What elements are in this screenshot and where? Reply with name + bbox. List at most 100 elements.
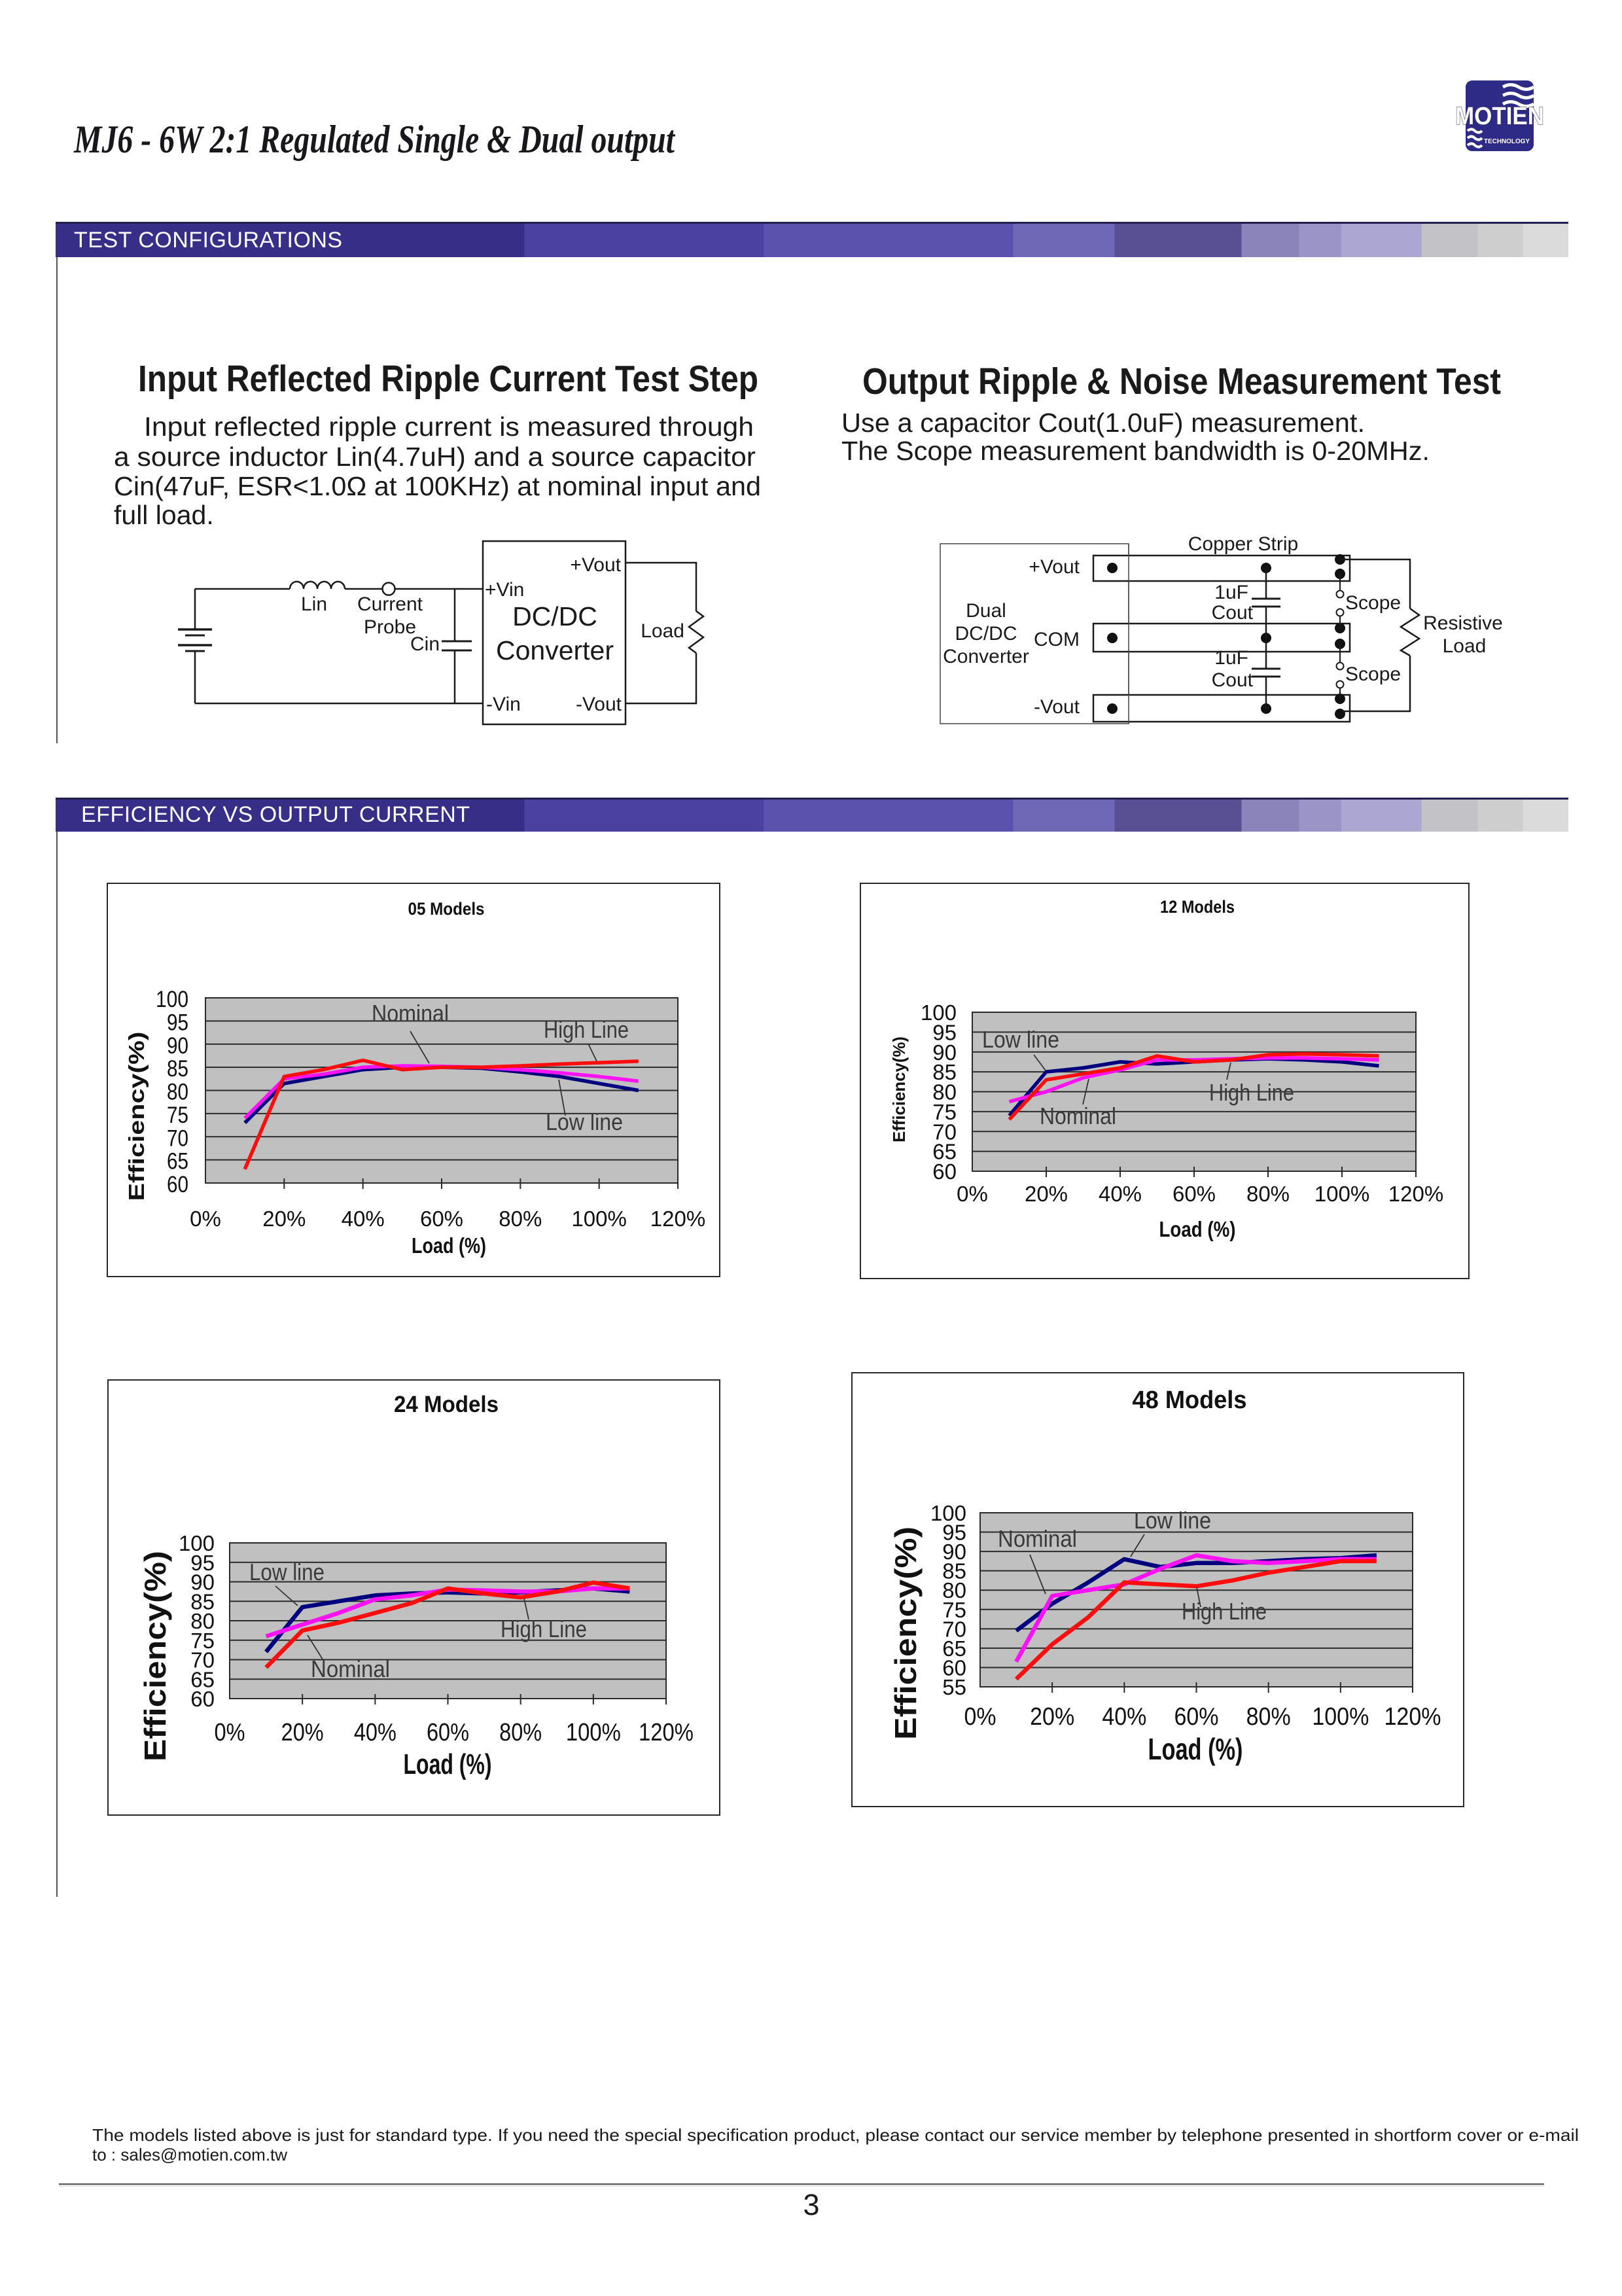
svg-text:40%: 40% (342, 1207, 385, 1231)
svg-text:Use a capacitor Cout(1.0uF) me: Use a capacitor Cout(1.0uF) measurement. (841, 408, 1365, 438)
svg-text:20%: 20% (1030, 1703, 1074, 1731)
svg-text:Low line: Low line (1134, 1507, 1211, 1534)
svg-text:70: 70 (167, 1125, 188, 1151)
svg-text:100: 100 (921, 1000, 957, 1025)
svg-text:1uF: 1uF (1214, 647, 1248, 669)
svg-text:Low line: Low line (546, 1108, 623, 1135)
svg-text:Cin: Cin (410, 633, 440, 655)
svg-text:65: 65 (932, 1140, 957, 1164)
svg-text:Scope: Scope (1345, 592, 1401, 614)
svg-text:full load.: full load. (114, 500, 214, 530)
svg-text:High Line: High Line (1209, 1079, 1294, 1106)
svg-text:Load (%): Load (%) (412, 1233, 486, 1258)
svg-text:85: 85 (942, 1559, 966, 1583)
svg-text:75: 75 (167, 1103, 188, 1128)
svg-text:120%: 120% (1388, 1182, 1443, 1206)
svg-text:Input Reflected Ripple Current: Input Reflected Ripple Current Test Step (138, 358, 758, 400)
svg-text:05 Models: 05 Models (408, 899, 485, 919)
svg-text:60: 60 (190, 1687, 215, 1711)
svg-text:90: 90 (942, 1540, 966, 1564)
svg-text:85: 85 (167, 1056, 188, 1082)
svg-text:0%: 0% (957, 1182, 988, 1206)
svg-text:MJ6 - 6W 2:1 Regulated Single: MJ6 - 6W 2:1 Regulated Single & Dual out… (73, 118, 676, 161)
svg-text:Probe: Probe (364, 616, 416, 638)
svg-text:80%: 80% (499, 1207, 542, 1231)
svg-text:Resistive: Resistive (1423, 612, 1503, 634)
svg-text:70: 70 (190, 1648, 215, 1672)
svg-text:+Vin: +Vin (485, 579, 524, 601)
svg-text:Load (%): Load (%) (1159, 1217, 1236, 1241)
svg-text:70: 70 (932, 1120, 957, 1144)
svg-text:The Scope measurement bandwidt: The Scope measurement bandwidth is 0-20M… (841, 436, 1430, 466)
svg-text:High Line: High Line (1182, 1598, 1267, 1625)
svg-text:+Vout: +Vout (1029, 556, 1080, 578)
svg-text:Low line: Low line (982, 1026, 1059, 1053)
svg-text:70: 70 (942, 1617, 966, 1641)
svg-text:75: 75 (942, 1598, 966, 1622)
svg-text:Efficiency(%): Efficiency(%) (138, 1551, 172, 1761)
svg-text:Scope: Scope (1345, 663, 1401, 685)
svg-text:85: 85 (190, 1589, 215, 1614)
svg-text:Load: Load (641, 620, 684, 642)
svg-text:20%: 20% (1025, 1182, 1068, 1206)
svg-text:Efficiency(%): Efficiency(%) (889, 1036, 909, 1142)
svg-text:The models listed above is jus: The models listed above is just for stan… (92, 2125, 1579, 2145)
svg-text:Cout: Cout (1212, 602, 1254, 624)
svg-text:100%: 100% (566, 1719, 621, 1746)
svg-text:1uF: 1uF (1214, 582, 1248, 603)
svg-text:Load (%): Load (%) (1148, 1732, 1243, 1766)
svg-text:75: 75 (190, 1629, 215, 1653)
svg-text:120%: 120% (1384, 1703, 1441, 1731)
svg-text:60%: 60% (427, 1719, 469, 1746)
svg-text:20%: 20% (262, 1207, 306, 1231)
svg-text:Low line: Low line (249, 1559, 325, 1585)
svg-text:120%: 120% (639, 1719, 694, 1746)
svg-text:Converter: Converter (496, 635, 614, 665)
svg-text:100%: 100% (1312, 1703, 1369, 1731)
svg-text:60: 60 (932, 1159, 957, 1184)
svg-text:a source inductor Lin(4.7uH) a: a source inductor Lin(4.7uH) and a sourc… (114, 442, 756, 472)
svg-text:TECHNOLOGY: TECHNOLOGY (1484, 138, 1530, 145)
svg-text:40%: 40% (1099, 1182, 1142, 1206)
svg-text:60: 60 (167, 1172, 188, 1197)
svg-text:40%: 40% (354, 1719, 397, 1746)
svg-text:75: 75 (932, 1100, 957, 1124)
svg-text:95: 95 (942, 1521, 966, 1545)
svg-text:Copper Strip: Copper Strip (1188, 533, 1298, 555)
svg-text:120%: 120% (650, 1207, 705, 1231)
svg-text:55: 55 (942, 1675, 966, 1699)
svg-text:60: 60 (942, 1655, 966, 1680)
svg-text:0%: 0% (964, 1703, 996, 1731)
svg-text:95: 95 (190, 1551, 215, 1575)
svg-text:Nominal: Nominal (1040, 1103, 1116, 1129)
svg-text:90: 90 (932, 1040, 957, 1065)
svg-text:80%: 80% (1246, 1182, 1290, 1206)
svg-text:95: 95 (932, 1020, 957, 1044)
svg-text:90: 90 (167, 1033, 188, 1059)
svg-text:Nominal: Nominal (998, 1525, 1077, 1552)
svg-text:20%: 20% (281, 1719, 324, 1746)
svg-text:24 Models: 24 Models (394, 1392, 499, 1417)
svg-text:Cin(47uF, ESR<1.0Ω at 100KHz): Cin(47uF, ESR<1.0Ω at 100KHz) at nominal… (114, 471, 761, 501)
svg-text:DC/DC: DC/DC (512, 601, 597, 631)
svg-text:95: 95 (167, 1010, 188, 1035)
svg-text:80: 80 (167, 1080, 188, 1105)
svg-text:Converter: Converter (943, 646, 1029, 667)
svg-text:Nominal: Nominal (372, 1000, 449, 1027)
svg-text:40%: 40% (1102, 1703, 1146, 1731)
svg-text:Output Ripple & Noise Measurem: Output Ripple & Noise Measurement Test (862, 361, 1501, 402)
svg-text:80%: 80% (1246, 1703, 1291, 1731)
svg-text:Input reflected ripple current: Input reflected ripple current is measur… (144, 412, 754, 442)
svg-text:High Line: High Line (544, 1016, 629, 1043)
svg-text:+Vout: +Vout (570, 554, 621, 576)
svg-text:-Vin: -Vin (486, 694, 521, 715)
svg-text:65: 65 (190, 1667, 215, 1691)
svg-text:90: 90 (190, 1570, 215, 1595)
svg-text:DC/DC: DC/DC (955, 623, 1017, 645)
svg-text:100: 100 (179, 1531, 215, 1555)
svg-text:High Line: High Line (501, 1616, 587, 1642)
svg-text:EFFICIENCY VS OUTPUT CURRENT: EFFICIENCY VS OUTPUT CURRENT (81, 802, 470, 827)
svg-text:60%: 60% (1172, 1182, 1216, 1206)
svg-text:48 Models: 48 Models (1133, 1386, 1247, 1414)
svg-text:0%: 0% (190, 1207, 221, 1231)
